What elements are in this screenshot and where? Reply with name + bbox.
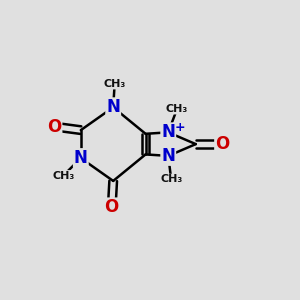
Text: N: N	[74, 149, 88, 167]
Text: +: +	[174, 121, 185, 134]
Text: O: O	[47, 118, 62, 136]
Text: CH₃: CH₃	[160, 174, 182, 184]
Text: N: N	[161, 123, 175, 141]
Text: CH₃: CH₃	[166, 104, 188, 114]
Text: CH₃: CH₃	[52, 171, 74, 181]
Text: O: O	[215, 135, 230, 153]
Text: O: O	[105, 198, 119, 216]
Text: N: N	[161, 147, 175, 165]
Text: CH₃: CH₃	[103, 79, 126, 89]
Text: N: N	[106, 98, 120, 116]
